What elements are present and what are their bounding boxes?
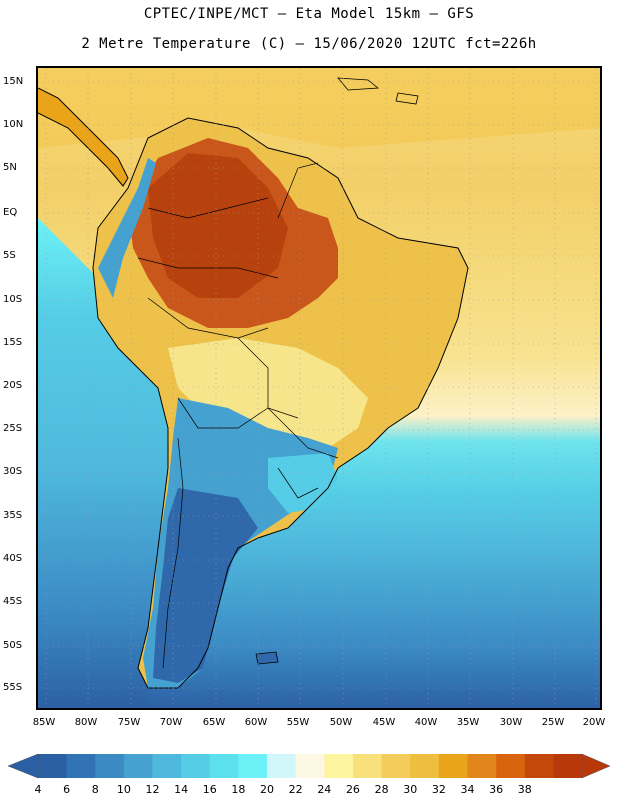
- colorbar-swatch: [324, 754, 354, 778]
- colorbar-swatch: [524, 754, 554, 778]
- colorbar-swatch: [352, 754, 382, 778]
- colorbar-swatch: [553, 754, 583, 778]
- lat-label: 30S: [3, 466, 23, 477]
- colorbar-max-arrow: [581, 753, 611, 779]
- border-line: [177, 397, 269, 429]
- colorbar-min-arrow: [7, 753, 39, 779]
- colorbar-swatch: [152, 754, 182, 778]
- title-line-2: 2 Metre Temperature (C) – 15/06/2020 12U…: [81, 36, 537, 52]
- lon-label: 75W: [117, 717, 141, 728]
- central-america: [38, 87, 129, 187]
- colorbar-swatch: [38, 754, 67, 778]
- colorbar-tick-label: 12: [145, 783, 160, 796]
- lon-label: 35W: [456, 717, 480, 728]
- colorbar-tick-label: 30: [403, 783, 418, 796]
- andes-north-cool: [98, 158, 156, 298]
- lat-label: EQ: [3, 207, 18, 218]
- lon-label: 30W: [499, 717, 523, 728]
- colorbar-tick-label: 14: [174, 783, 189, 796]
- border-line: [237, 337, 299, 419]
- colorbar-swatch: [181, 754, 211, 778]
- colorbar-swatch: [467, 754, 497, 778]
- colorbar-swatch: [95, 754, 125, 778]
- lon-label: 60W: [244, 717, 268, 728]
- colorbar-swatch: [238, 754, 268, 778]
- lat-label: 15N: [3, 76, 24, 87]
- lon-label: 55W: [286, 717, 310, 728]
- lon-label: 80W: [74, 717, 98, 728]
- pacific-ocean-field: [38, 218, 178, 708]
- lat-label: 40S: [3, 553, 23, 564]
- colorbar-swatches: [38, 754, 583, 778]
- colorbar-tick-label: 10: [116, 783, 131, 796]
- land-hottest-zone: [148, 153, 288, 298]
- colorbar-tick-label: 4: [34, 783, 42, 796]
- colorbar-tick-label: 6: [63, 783, 71, 796]
- lat-label: 25S: [3, 423, 23, 434]
- south-america-coastline: [92, 117, 469, 689]
- lat-label: 10S: [3, 294, 23, 305]
- lat-label: 45S: [3, 596, 23, 607]
- colorbar-swatch: [410, 754, 440, 778]
- map-panel: [36, 66, 602, 710]
- land-teal-zone: [268, 453, 338, 513]
- lat-label: 5N: [3, 162, 17, 173]
- caribbean-island: [395, 92, 419, 105]
- colorbar-swatch: [295, 754, 325, 778]
- border-line: [162, 437, 184, 669]
- lat-label: 15S: [3, 337, 23, 348]
- colorbar-swatch: [267, 754, 296, 778]
- colorbar-tick-label: 18: [231, 783, 246, 796]
- lat-label: 20S: [3, 380, 23, 391]
- lat-label: 10N: [3, 119, 24, 130]
- lon-label: 25W: [541, 717, 565, 728]
- colorbar-tick-label: 22: [288, 783, 303, 796]
- colorbar-swatch: [381, 754, 411, 778]
- colorbar-tick-label: 20: [260, 783, 275, 796]
- border-line: [267, 407, 339, 459]
- colorbar-tick-label: 24: [317, 783, 332, 796]
- lon-label: 50W: [329, 717, 353, 728]
- lat-label: 50S: [3, 640, 23, 651]
- colorbar-swatch: [66, 754, 96, 778]
- colorbar-tick-label: 28: [374, 783, 389, 796]
- colorbar-tick-label: 16: [202, 783, 217, 796]
- colorbar-tick-label: 36: [489, 783, 504, 796]
- lon-label: 45W: [372, 717, 396, 728]
- colorbar-tick-label: 38: [517, 783, 532, 796]
- colorbar-tick-label: 34: [460, 783, 475, 796]
- border-line: [277, 467, 319, 499]
- lon-label: 85W: [32, 717, 56, 728]
- lat-label: 55S: [3, 682, 23, 693]
- lon-label: 70W: [159, 717, 183, 728]
- colorbar-swatch: [123, 754, 153, 778]
- lon-label: 20W: [582, 717, 606, 728]
- title-line-1: CPTEC/INPE/MCT – Eta Model 15km – GFS: [143, 6, 475, 22]
- colorbar-swatch: [438, 754, 468, 778]
- colorbar-swatch: [209, 754, 239, 778]
- colorbar-tick-label: 8: [91, 783, 99, 796]
- falkland-islands: [255, 651, 279, 665]
- lon-label: 40W: [414, 717, 438, 728]
- caribbean-island: [337, 77, 380, 91]
- country-borders: [137, 162, 339, 669]
- map-canvas: [38, 68, 600, 708]
- lat-label: 35S: [3, 510, 23, 521]
- colorbar-swatch: [496, 754, 526, 778]
- colorbar-tick-label: 32: [431, 783, 446, 796]
- lat-label: 5S: [3, 250, 16, 261]
- border-line: [147, 297, 269, 339]
- colorbar-tick-label: 26: [345, 783, 360, 796]
- lon-label: 65W: [202, 717, 226, 728]
